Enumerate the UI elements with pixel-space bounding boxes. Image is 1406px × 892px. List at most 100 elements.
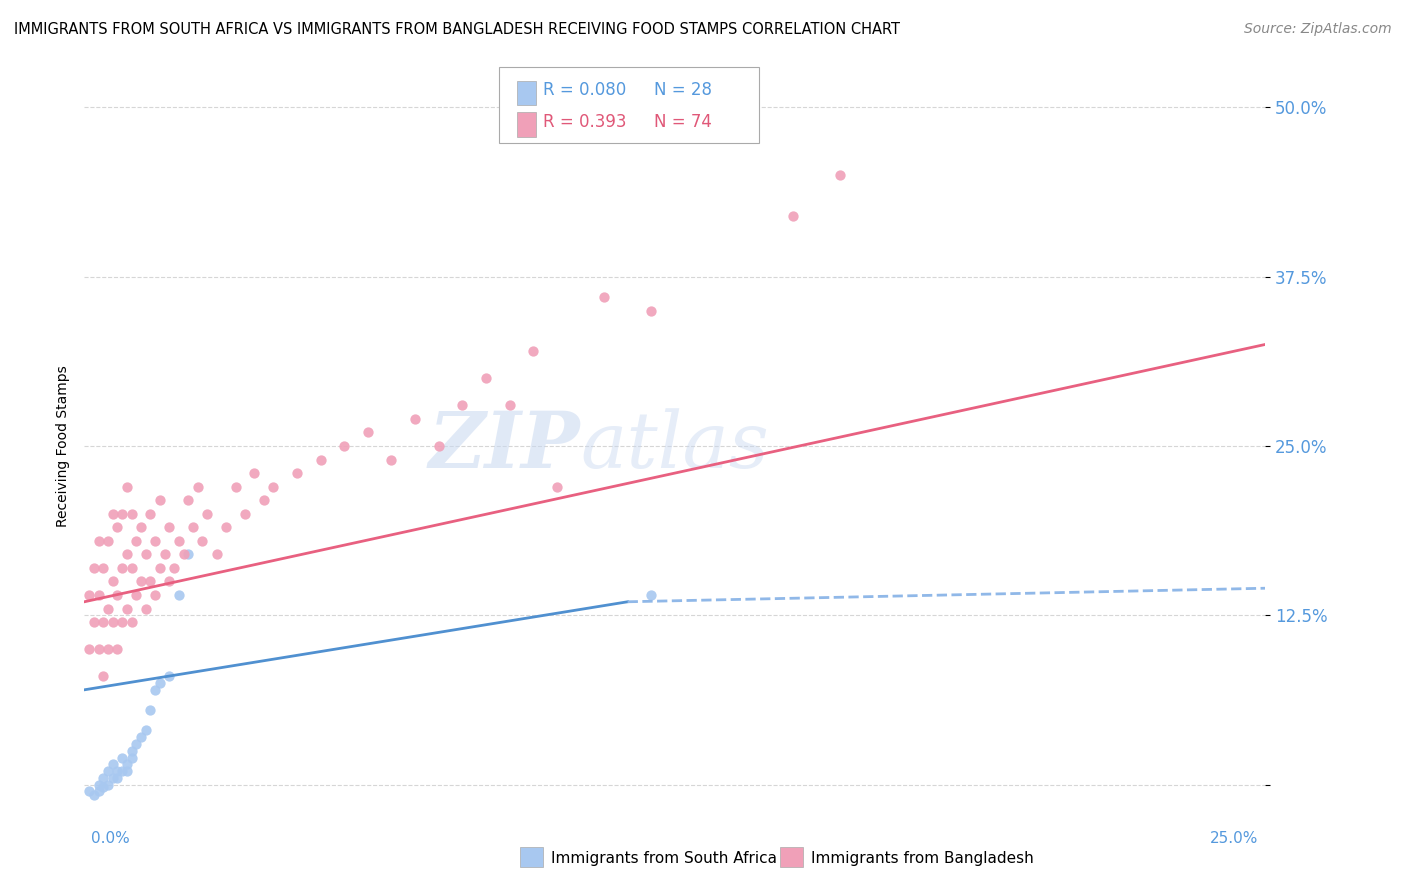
Point [129, 520, 152, 534]
Point [546, 480, 568, 494]
Point [243, 466, 266, 480]
Point [83, 561, 105, 575]
Point [215, 520, 238, 534]
Text: N = 28: N = 28 [654, 81, 711, 99]
Point [83, 789, 105, 803]
Point [87, 642, 110, 657]
Point [143, 533, 166, 548]
Point [285, 466, 308, 480]
Point [111, 764, 134, 778]
Point [97, 601, 120, 615]
Point [121, 744, 143, 758]
Point [115, 480, 138, 494]
Point [91, 771, 114, 785]
Point [125, 737, 148, 751]
Point [115, 764, 138, 778]
Point [135, 547, 157, 561]
Point [101, 574, 124, 589]
Point [115, 547, 138, 561]
Point [153, 547, 176, 561]
Point [225, 480, 247, 494]
Point [593, 290, 616, 304]
Point [157, 574, 180, 589]
Text: R = 0.080: R = 0.080 [543, 81, 626, 99]
Point [111, 615, 134, 629]
Point [640, 588, 662, 602]
Point [91, 780, 114, 795]
Point [77, 588, 100, 602]
Point [107, 520, 129, 534]
Point [97, 764, 120, 778]
Point [451, 398, 474, 412]
Text: ZIP: ZIP [429, 408, 581, 484]
Point [129, 730, 152, 744]
Point [157, 520, 180, 534]
Point [149, 676, 172, 690]
Point [404, 412, 426, 426]
Point [125, 533, 148, 548]
Text: atlas: atlas [581, 408, 769, 484]
Text: Immigrants from Bangladesh: Immigrants from Bangladesh [811, 851, 1033, 865]
Text: R = 0.393: R = 0.393 [543, 112, 626, 131]
Point [177, 493, 200, 508]
Point [157, 669, 180, 683]
Point [87, 533, 110, 548]
Text: Immigrants from South Africa: Immigrants from South Africa [551, 851, 778, 865]
Point [111, 507, 134, 521]
Text: N = 74: N = 74 [654, 112, 711, 131]
Point [101, 757, 124, 772]
Point [309, 452, 332, 467]
Point [149, 561, 172, 575]
Point [830, 168, 852, 182]
Point [107, 771, 129, 785]
Point [101, 615, 124, 629]
Point [83, 615, 105, 629]
Point [143, 682, 166, 697]
Point [139, 507, 162, 521]
Point [121, 615, 143, 629]
Point [163, 561, 186, 575]
Point [77, 642, 100, 657]
Point [187, 480, 209, 494]
Point [498, 398, 520, 412]
Point [111, 750, 134, 764]
Point [167, 588, 190, 602]
Point [121, 507, 143, 521]
Point [107, 588, 129, 602]
Point [173, 547, 195, 561]
Point [101, 507, 124, 521]
Point [97, 533, 120, 548]
Point [91, 561, 114, 575]
Point [107, 642, 129, 657]
Point [129, 574, 152, 589]
Point [121, 750, 143, 764]
Point [97, 642, 120, 657]
Point [143, 588, 166, 602]
Point [205, 547, 228, 561]
Point [111, 561, 134, 575]
Point [167, 533, 190, 548]
Point [253, 493, 276, 508]
Point [782, 209, 804, 223]
Text: 25.0%: 25.0% [1211, 831, 1258, 846]
Point [195, 507, 218, 521]
Text: 0.0%: 0.0% [91, 831, 131, 846]
Point [91, 615, 114, 629]
Point [522, 344, 544, 359]
Point [115, 601, 138, 615]
Point [125, 588, 148, 602]
Point [233, 507, 256, 521]
Point [380, 452, 402, 467]
Point [97, 778, 120, 792]
Point [181, 520, 204, 534]
Text: Source: ZipAtlas.com: Source: ZipAtlas.com [1244, 22, 1392, 37]
Point [87, 588, 110, 602]
Point [87, 784, 110, 798]
Point [139, 574, 162, 589]
Point [121, 561, 143, 575]
Point [91, 669, 114, 683]
Point [191, 533, 214, 548]
Point [177, 547, 200, 561]
Point [139, 703, 162, 717]
Point [149, 493, 172, 508]
